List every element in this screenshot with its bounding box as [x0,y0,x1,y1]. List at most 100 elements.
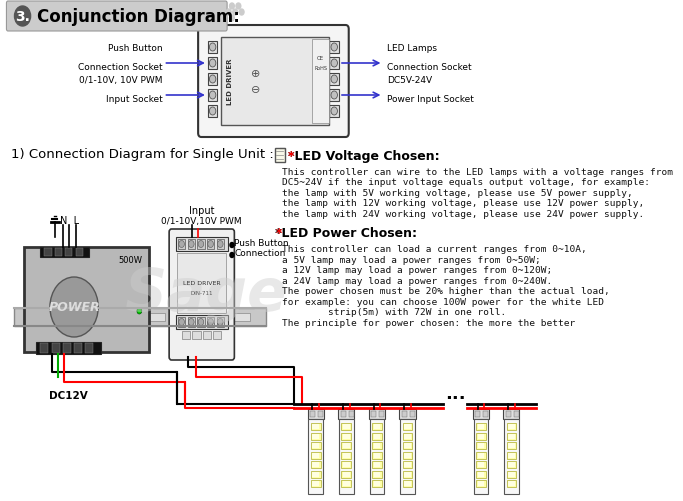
Bar [338,409,354,419]
Bar [507,471,516,478]
Bar [400,409,415,419]
Bar [506,411,511,417]
Bar [403,452,413,459]
Bar [329,90,339,102]
Text: LED DRIVER: LED DRIVER [227,59,234,105]
Bar [503,409,520,419]
Bar [188,239,195,249]
Circle shape [226,10,231,16]
Text: ⊕: ⊕ [251,69,260,79]
Bar [404,462,410,467]
Bar [343,462,350,467]
Circle shape [210,60,216,68]
Bar [475,411,480,417]
Bar [372,423,382,430]
Bar [311,452,320,459]
Bar [55,248,62,257]
Bar [311,423,320,430]
Circle shape [230,243,234,248]
Bar [221,38,329,126]
Bar [477,443,484,448]
Circle shape [217,241,223,248]
Bar [318,411,323,417]
Bar [379,411,384,417]
Bar [507,442,516,449]
Bar [36,313,53,321]
Text: LED DRIVER: LED DRIVER [183,281,221,286]
Bar [197,317,205,327]
Bar [476,442,486,449]
Circle shape [331,60,337,68]
Bar [74,343,82,353]
Bar [51,343,59,353]
Circle shape [331,76,337,84]
Bar [342,452,351,459]
FancyBboxPatch shape [6,2,227,32]
Bar [188,317,195,327]
Bar [85,343,94,353]
Bar [182,331,190,339]
Circle shape [229,4,234,10]
Bar [309,419,323,494]
Circle shape [208,319,213,326]
Text: RoHS: RoHS [314,65,327,70]
Text: Connection Socket: Connection Socket [387,63,472,72]
Bar [208,106,217,118]
Bar [40,343,48,353]
Bar [477,481,484,486]
Bar [404,472,410,477]
Bar [374,453,380,458]
Text: This controller can wire to the LED lamps with a voltage ranges from: This controller can wire to the LED lamp… [282,168,673,177]
Text: *: * [288,150,294,163]
Bar [343,481,350,486]
Bar [343,443,350,448]
Text: 500W: 500W [119,256,143,265]
FancyBboxPatch shape [169,229,234,360]
Circle shape [210,76,216,84]
Bar [400,419,415,494]
Bar [372,452,382,459]
Text: POWER: POWER [48,301,100,314]
Bar [339,419,354,494]
Bar [177,254,226,313]
Text: *LED Power Chosen:: *LED Power Chosen: [275,226,417,239]
Text: DC5~24V if the input voltage equals output voltage, for example:: DC5~24V if the input voltage equals outp… [282,178,650,187]
Bar [178,239,185,249]
Bar [313,434,319,439]
Circle shape [210,92,216,100]
Text: Input: Input [189,205,214,215]
Bar [403,442,413,449]
Bar [313,481,319,486]
Text: strip(5m) with 72W in one roll.: strip(5m) with 72W in one roll. [282,308,506,317]
Bar [476,452,486,459]
Bar [507,423,516,430]
Bar [217,317,224,327]
Bar [313,462,319,467]
Bar [311,40,329,124]
Bar [404,424,410,429]
Bar [374,481,380,486]
Text: DC5V-24V: DC5V-24V [387,76,432,85]
Bar [76,248,83,257]
Bar [177,313,193,321]
Text: *LED Voltage Chosen:: *LED Voltage Chosen: [288,150,439,163]
Text: Push Button: Push Button [108,44,163,53]
Text: Sage: Sage [124,266,287,323]
Text: Input Socket: Input Socket [106,95,163,104]
Bar [121,313,137,321]
Bar [313,453,319,458]
Bar [477,434,484,439]
Bar [372,411,376,417]
Circle shape [331,108,337,116]
Bar [477,462,484,467]
Bar [343,472,350,477]
Bar [149,313,165,321]
Bar [311,480,320,487]
Bar [402,411,406,417]
Bar [404,443,410,448]
Bar [508,472,514,477]
Bar [369,409,385,419]
Text: for example: you can choose 100W power for the white LED: for example: you can choose 100W power f… [282,298,604,307]
Circle shape [210,44,216,52]
Text: ⊖: ⊖ [251,85,260,95]
